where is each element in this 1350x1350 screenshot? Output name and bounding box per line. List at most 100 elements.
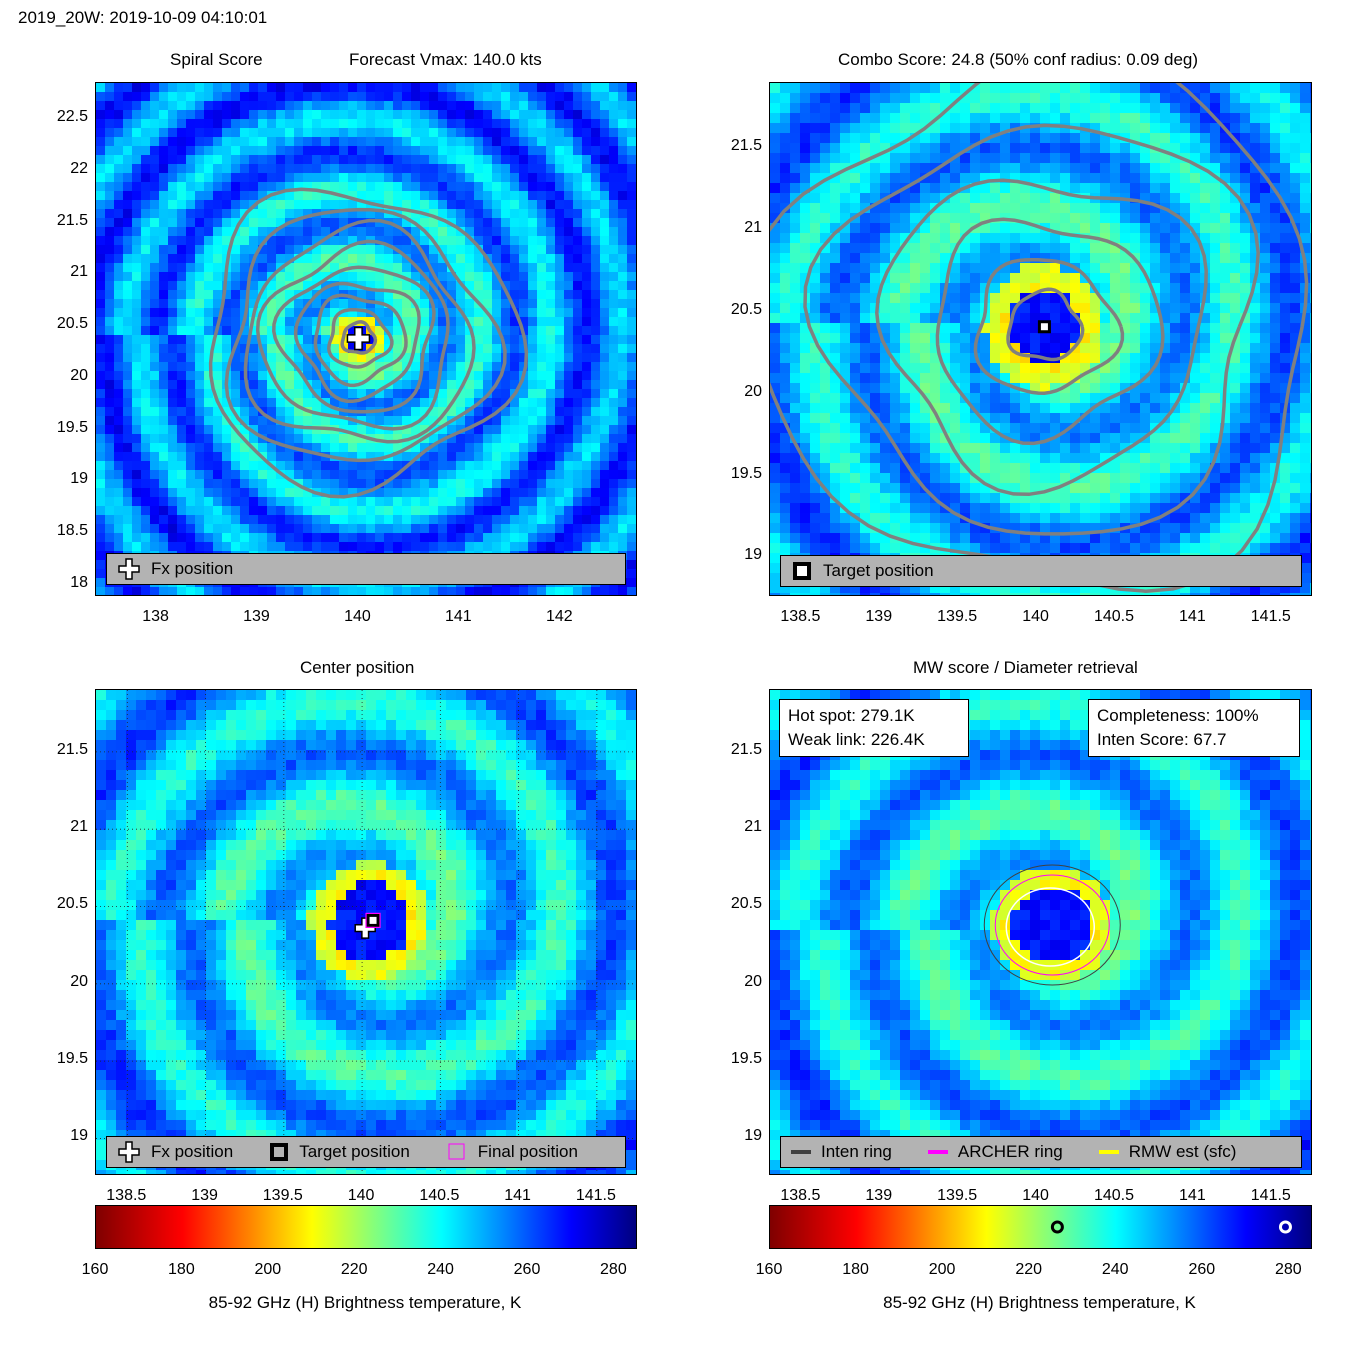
heatmap-cell [168, 173, 178, 183]
heatmap-cell [618, 542, 628, 552]
heatmap-cell [1310, 123, 1311, 134]
heatmap-cell [339, 146, 349, 156]
heatmap-cell [105, 146, 115, 156]
heatmap-cell [528, 263, 538, 273]
heatmap-cell [114, 542, 124, 552]
heatmap-cell [890, 203, 901, 214]
heatmap-cell [950, 273, 961, 284]
heatmap-cell [465, 146, 475, 156]
heatmap-cell [105, 326, 115, 336]
heatmap-cell [186, 353, 196, 363]
heatmap-cell [105, 506, 115, 516]
heatmap-cell [177, 317, 187, 327]
heatmap-cell [780, 133, 791, 144]
heatmap-cell [303, 92, 313, 102]
heatmap-cell [402, 317, 412, 327]
heatmap-cell [168, 587, 178, 595]
heatmap-cell [820, 103, 831, 114]
heatmap-cell [375, 254, 385, 264]
heatmap-cell [483, 119, 493, 129]
heatmap-cell [429, 434, 439, 444]
heatmap-cell [438, 218, 448, 228]
heatmap-cell [510, 272, 520, 282]
heatmap-cell [890, 93, 901, 104]
heatmap-cell [330, 389, 340, 399]
heatmap-cell [456, 371, 466, 381]
heatmap-cell [96, 218, 106, 228]
heatmap-cell [1070, 223, 1081, 234]
heatmap-cell [1090, 263, 1101, 274]
contour-line [208, 187, 529, 499]
heatmap-cell [890, 213, 901, 224]
heatmap-cell [348, 200, 358, 210]
heatmap-cell [105, 92, 115, 102]
heatmap-cell [375, 452, 385, 462]
heatmap-cell [240, 470, 250, 480]
heatmap-cell [267, 218, 277, 228]
heatmap-cell [213, 515, 223, 525]
heatmap-cell [618, 425, 628, 435]
heatmap-cell [186, 281, 196, 291]
heatmap-cell [609, 110, 619, 120]
heatmap-cell [411, 497, 421, 507]
heatmap-cell [1000, 133, 1011, 144]
heatmap-cell [447, 92, 457, 102]
heatmap-cell [267, 470, 277, 480]
heatmap-cell [132, 263, 142, 273]
heatmap-cell [186, 416, 196, 426]
heatmap-cell [980, 273, 991, 284]
heatmap-cell [447, 200, 457, 210]
heatmap-cell [501, 290, 511, 300]
heatmap-cell [1010, 293, 1021, 304]
heatmap-cell [890, 123, 901, 134]
heatmap-cell [285, 245, 295, 255]
heatmap-cell [501, 587, 511, 595]
heatmap-cell [1120, 173, 1131, 184]
heatmap-cell [258, 533, 268, 543]
heatmap-cell [483, 227, 493, 237]
heatmap-cell [1260, 233, 1271, 244]
heatmap-cell [168, 389, 178, 399]
heatmap-cell [780, 273, 791, 284]
heatmap-cell [348, 146, 358, 156]
heatmap-cell [573, 137, 583, 147]
heatmap-cell [114, 182, 124, 192]
heatmap-cell [1010, 83, 1021, 94]
heatmap-cell [285, 137, 295, 147]
heatmap-cell [492, 416, 502, 426]
heatmap-cell [285, 497, 295, 507]
heatmap-cell [573, 173, 583, 183]
heatmap-cell [429, 326, 439, 336]
heatmap-cell [980, 123, 991, 134]
heatmap-cell [213, 164, 223, 174]
heatmap-cell [195, 389, 205, 399]
heatmap-cell [375, 470, 385, 480]
heatmap-cell [600, 191, 610, 201]
heatmap-cell [465, 470, 475, 480]
heatmap-cell [573, 299, 583, 309]
heatmap-cell [393, 290, 403, 300]
heatmap-cell [990, 323, 1001, 334]
heatmap-cell [1210, 253, 1221, 264]
heatmap-cell [820, 113, 831, 124]
heatmap-cell [222, 164, 232, 174]
heatmap-cell [860, 363, 871, 374]
heatmap-cell [150, 299, 160, 309]
heatmap-cell [1150, 183, 1161, 194]
heatmap-cell [276, 299, 286, 309]
heatmap-cell [393, 362, 403, 372]
heatmap-cell [177, 488, 187, 498]
heatmap-cell [132, 155, 142, 165]
heatmap-cell [384, 227, 394, 237]
heatmap-cell [132, 299, 142, 309]
heatmap-cell [159, 380, 169, 390]
heatmap-cell [294, 362, 304, 372]
heatmap-cell [447, 101, 457, 111]
heatmap-cell [591, 299, 601, 309]
heatmap-cell [627, 560, 636, 570]
heatmap-cell [258, 371, 268, 381]
heatmap-cell [420, 425, 430, 435]
heatmap-cell [840, 213, 851, 224]
heatmap-cell [600, 587, 610, 595]
heatmap-cell [790, 213, 801, 224]
